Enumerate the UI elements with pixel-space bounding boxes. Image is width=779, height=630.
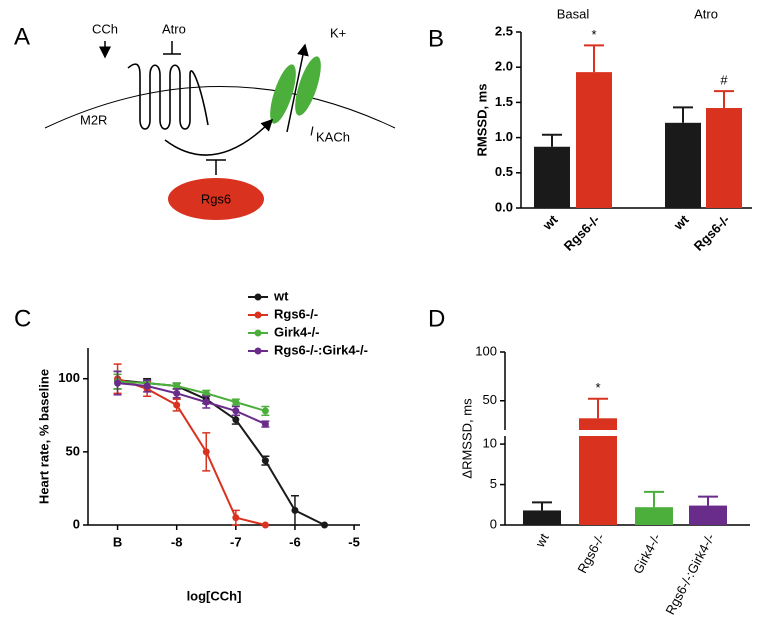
channel bbox=[295, 56, 321, 116]
bar bbox=[635, 507, 673, 525]
point bbox=[114, 379, 122, 387]
point bbox=[261, 420, 269, 428]
x-tick-label: -5 bbox=[348, 534, 360, 549]
legend-label: wt bbox=[273, 288, 289, 303]
legend-marker bbox=[254, 329, 262, 337]
legend-marker bbox=[254, 293, 262, 301]
annotation: * bbox=[595, 380, 600, 395]
legend-label: Girk4-/- bbox=[274, 324, 320, 339]
y-axis-label: ΔRMSSD, ms bbox=[459, 398, 474, 479]
y-tick-label: 0.5 bbox=[495, 164, 513, 179]
current-subscript: KACh bbox=[316, 129, 350, 144]
current-symbol: I bbox=[310, 123, 314, 138]
legend-label: Rgs6-/-:Girk4-/- bbox=[274, 342, 368, 357]
regulator-shape bbox=[168, 178, 264, 220]
y-tick-label: 2.5 bbox=[495, 23, 513, 38]
series-line bbox=[117, 379, 325, 526]
bar bbox=[576, 72, 612, 209]
antagonist: Atro bbox=[162, 21, 186, 36]
point bbox=[261, 521, 269, 529]
agonist: CCh bbox=[92, 21, 118, 36]
panel-label: B bbox=[428, 25, 444, 52]
x-tick-label: -7 bbox=[230, 534, 242, 549]
channel bbox=[270, 64, 296, 124]
annotation: * bbox=[591, 27, 596, 42]
bar bbox=[706, 108, 742, 208]
receptor bbox=[127, 63, 209, 130]
y-axis-label: RMSSD, ms bbox=[474, 84, 489, 157]
point bbox=[143, 382, 151, 390]
bar bbox=[665, 122, 701, 208]
signal-arrow bbox=[164, 118, 274, 156]
y-tick-label: 50 bbox=[66, 443, 80, 458]
panel-label: A bbox=[14, 23, 30, 50]
bar bbox=[579, 418, 617, 525]
point bbox=[232, 407, 240, 415]
x-axis-label: log[CCh] bbox=[187, 588, 242, 603]
point bbox=[232, 416, 240, 424]
axis-break bbox=[578, 430, 618, 436]
y-tick-label: 0 bbox=[490, 516, 497, 531]
point bbox=[232, 398, 240, 406]
series-line bbox=[117, 382, 266, 425]
y-tick-label: 10 bbox=[483, 436, 497, 451]
bar bbox=[523, 510, 561, 525]
point bbox=[173, 401, 181, 409]
ion-label: K+ bbox=[330, 25, 346, 40]
antagonist-block bbox=[163, 41, 181, 55]
x-tick-label: Rgs6-/- bbox=[561, 212, 603, 254]
regulator-label: Rgs6 bbox=[201, 191, 231, 206]
series-line bbox=[117, 377, 266, 526]
y-tick-label: 2.0 bbox=[495, 59, 513, 74]
point bbox=[291, 506, 299, 514]
point bbox=[202, 448, 210, 456]
y-tick-label: 1.0 bbox=[495, 129, 513, 144]
group-label: Basal bbox=[557, 6, 590, 21]
receptor-label: M2R bbox=[80, 112, 107, 127]
x-tick-label: B bbox=[113, 534, 122, 549]
x-tick-label: Rgs6-/- bbox=[691, 212, 733, 254]
point bbox=[261, 407, 269, 415]
x-tick-label: wt bbox=[539, 211, 561, 233]
x-tick-label: -6 bbox=[289, 534, 301, 549]
series-line bbox=[117, 380, 266, 412]
legend-label: Rgs6-/- bbox=[274, 306, 318, 321]
y-tick-label: 1.5 bbox=[495, 94, 513, 109]
x-tick-label: -8 bbox=[171, 534, 183, 549]
legend-marker bbox=[254, 311, 262, 319]
point bbox=[173, 389, 181, 397]
y-tick-label: 0 bbox=[73, 516, 80, 531]
ion-arrow bbox=[286, 43, 309, 133]
point bbox=[202, 398, 210, 406]
y-tick-label: 0.0 bbox=[495, 199, 513, 214]
membrane bbox=[44, 86, 396, 129]
point bbox=[321, 521, 329, 529]
x-tick-label: wt bbox=[532, 531, 552, 551]
point bbox=[232, 514, 240, 522]
bar bbox=[534, 146, 570, 208]
panel-label: D bbox=[428, 305, 445, 332]
point bbox=[261, 457, 269, 465]
inhibition bbox=[206, 159, 226, 175]
point bbox=[173, 382, 181, 390]
panel-label: C bbox=[14, 305, 31, 332]
y-tick-label: 50 bbox=[483, 392, 497, 407]
y-tick-label: 100 bbox=[475, 343, 497, 358]
x-tick-label: Rgs6-/-:Girk4-/- bbox=[662, 531, 717, 617]
y-tick-label: 5 bbox=[490, 476, 497, 491]
x-tick-label: wt bbox=[670, 211, 692, 233]
annotation: # bbox=[720, 73, 728, 88]
y-axis-label: Heart rate, % baseline bbox=[36, 369, 51, 504]
legend-marker bbox=[254, 347, 262, 355]
group-label: Atro bbox=[694, 6, 718, 21]
point bbox=[202, 389, 210, 397]
y-tick-label: 100 bbox=[58, 370, 80, 385]
x-tick-label: Girk4-/- bbox=[630, 531, 664, 576]
bar bbox=[689, 505, 727, 525]
x-tick-label: Rgs6-/- bbox=[574, 531, 607, 576]
